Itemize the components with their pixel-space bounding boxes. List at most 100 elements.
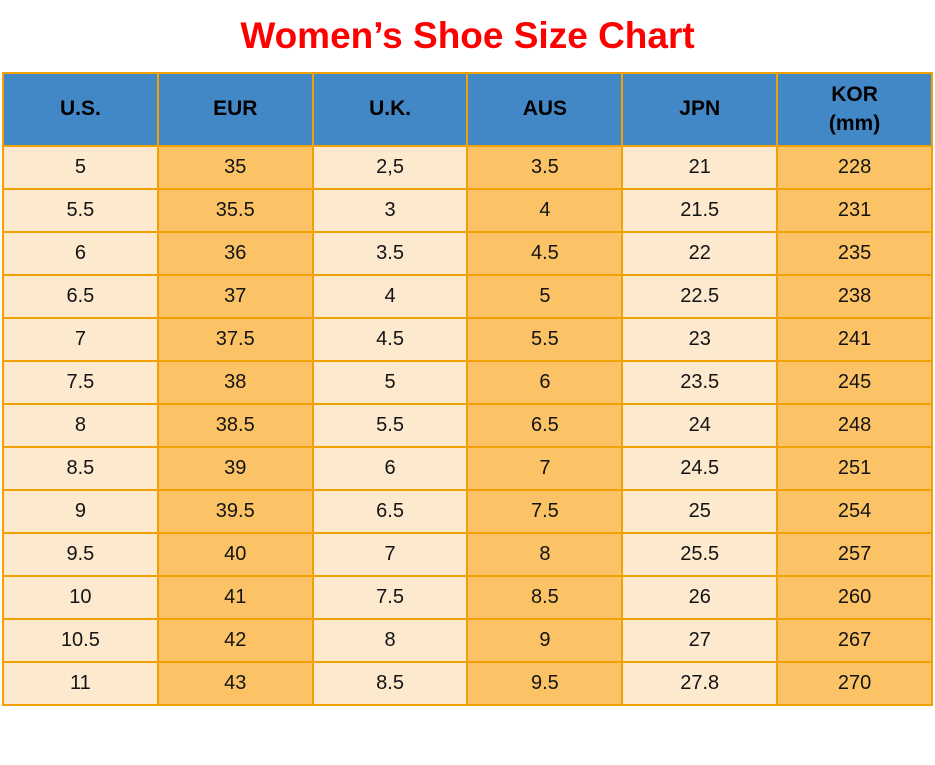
table-cell: 238 [776, 274, 933, 319]
table-row: 6.5 37 4 5 22.5 238 [2, 274, 933, 319]
table-cell: 38 [156, 360, 314, 405]
table-row: 10.5 42 8 9 27 267 [2, 618, 933, 663]
title-bar: Women’s Shoe Size Chart [0, 0, 935, 72]
table-cell: 267 [776, 618, 933, 663]
table-cell: 25 [621, 489, 779, 534]
table-cell: 7.5 [311, 575, 469, 620]
table-cell: 24 [621, 403, 779, 448]
column-header-aus: AUS [466, 72, 624, 147]
page-title: Women’s Shoe Size Chart [240, 15, 695, 56]
table-cell: 25.5 [621, 532, 779, 577]
table-cell: 24.5 [621, 446, 779, 491]
table-header-row: U.S. EUR U.K. AUS JPN KOR (mm) [2, 72, 933, 147]
table-cell: 3.5 [311, 231, 469, 276]
table-cell: 22.5 [621, 274, 779, 319]
table-cell: 35 [156, 145, 314, 190]
table-cell: 4 [466, 188, 624, 233]
table-cell: 5 [311, 360, 469, 405]
table-cell: 9.5 [466, 661, 624, 706]
table-cell: 9 [466, 618, 624, 663]
table-cell: 8 [311, 618, 469, 663]
table-cell: 37.5 [156, 317, 314, 362]
table-row: 6 36 3.5 4.5 22 235 [2, 231, 933, 276]
table-cell: 270 [776, 661, 933, 706]
table-cell: 6.5 [311, 489, 469, 534]
table-cell: 6 [2, 231, 159, 276]
table-cell: 7.5 [2, 360, 159, 405]
table-cell: 37 [156, 274, 314, 319]
table-body: 5 35 2,5 3.5 21 228 5.5 35.5 3 4 21.5 231 6 36 3.5 4.5 2… [2, 145, 933, 706]
table-cell: 8 [2, 403, 159, 448]
table-row: 8 38.5 5.5 6.5 24 248 [2, 403, 933, 448]
column-header-u-k: U.K. [311, 72, 469, 147]
table-cell: 11 [2, 661, 159, 706]
table-cell: 5 [466, 274, 624, 319]
table-cell: 9 [2, 489, 159, 534]
table-cell: 5.5 [2, 188, 159, 233]
table-cell: 6 [311, 446, 469, 491]
table-cell: 231 [776, 188, 933, 233]
table-cell: 8.5 [466, 575, 624, 620]
table-cell: 8.5 [311, 661, 469, 706]
table-row: 11 43 8.5 9.5 27.8 270 [2, 661, 933, 706]
column-header-eur: EUR [156, 72, 314, 147]
table-cell: 21 [621, 145, 779, 190]
table-row: 5.5 35.5 3 4 21.5 231 [2, 188, 933, 233]
table-cell: 257 [776, 532, 933, 577]
table-cell: 9.5 [2, 532, 159, 577]
table-cell: 7.5 [466, 489, 624, 534]
table-cell: 228 [776, 145, 933, 190]
table-cell: 23.5 [621, 360, 779, 405]
table-cell: 3.5 [466, 145, 624, 190]
table-cell: 7 [311, 532, 469, 577]
table-cell: 39 [156, 446, 314, 491]
table-cell: 42 [156, 618, 314, 663]
table-cell: 5.5 [466, 317, 624, 362]
column-header-u-s: U.S. [2, 72, 159, 147]
table-cell: 10.5 [2, 618, 159, 663]
table-cell: 40 [156, 532, 314, 577]
table-cell: 241 [776, 317, 933, 362]
table-cell: 2,5 [311, 145, 469, 190]
table-cell: 23 [621, 317, 779, 362]
table-cell: 36 [156, 231, 314, 276]
table-row: 9 39.5 6.5 7.5 25 254 [2, 489, 933, 534]
table-cell: 6.5 [466, 403, 624, 448]
table-cell: 254 [776, 489, 933, 534]
table-cell: 4 [311, 274, 469, 319]
table-row: 9.5 40 7 8 25.5 257 [2, 532, 933, 577]
table-cell: 4.5 [311, 317, 469, 362]
table-cell: 27.8 [621, 661, 779, 706]
table-cell: 22 [621, 231, 779, 276]
table-cell: 10 [2, 575, 159, 620]
column-header-jpn: JPN [621, 72, 779, 147]
table-cell: 26 [621, 575, 779, 620]
table-row: 5 35 2,5 3.5 21 228 [2, 145, 933, 190]
table-cell: 38.5 [156, 403, 314, 448]
column-header-kor-mm: KOR (mm) [776, 72, 933, 147]
table-cell: 235 [776, 231, 933, 276]
table-cell: 43 [156, 661, 314, 706]
table-cell: 7 [466, 446, 624, 491]
table-cell: 6.5 [2, 274, 159, 319]
table-cell: 39.5 [156, 489, 314, 534]
table-cell: 245 [776, 360, 933, 405]
table-cell: 6 [466, 360, 624, 405]
table-row: 7 37.5 4.5 5.5 23 241 [2, 317, 933, 362]
table-cell: 3 [311, 188, 469, 233]
table-cell: 41 [156, 575, 314, 620]
table-cell: 251 [776, 446, 933, 491]
shoe-size-table: U.S. EUR U.K. AUS JPN KOR (mm) 5 35 2,5 3.5 21 228 5… [2, 72, 933, 706]
table-cell: 7 [2, 317, 159, 362]
table-cell: 27 [621, 618, 779, 663]
table-cell: 21.5 [621, 188, 779, 233]
table-cell: 260 [776, 575, 933, 620]
table-row: 7.5 38 5 6 23.5 245 [2, 360, 933, 405]
table-cell: 8 [466, 532, 624, 577]
table-cell: 5.5 [311, 403, 469, 448]
table-cell: 5 [2, 145, 159, 190]
table-row: 8.5 39 6 7 24.5 251 [2, 446, 933, 491]
table-row: 10 41 7.5 8.5 26 260 [2, 575, 933, 620]
table-cell: 35.5 [156, 188, 314, 233]
table-cell: 248 [776, 403, 933, 448]
